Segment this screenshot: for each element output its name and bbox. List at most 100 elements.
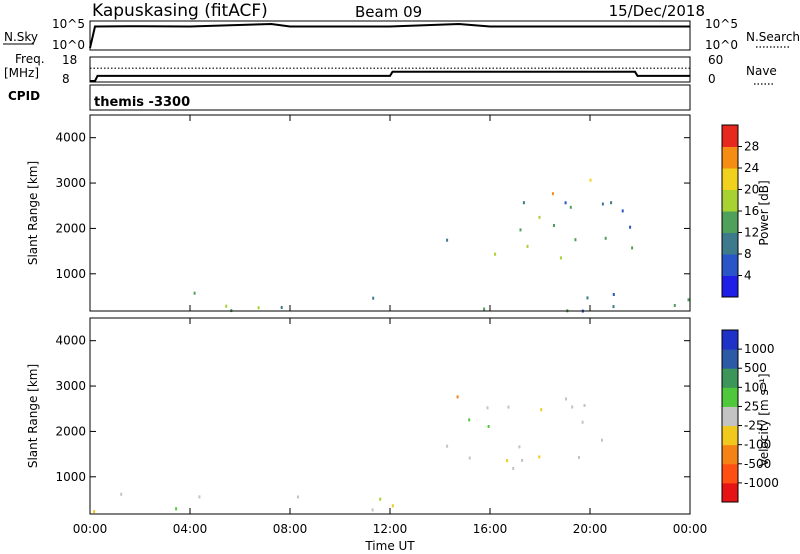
- xtick-label: 00:00: [673, 522, 708, 536]
- xtick-label: 12:00: [373, 522, 408, 536]
- velocity-point: [93, 510, 96, 514]
- freq-series: [90, 70, 690, 82]
- power-ytick-label: 4000: [55, 131, 86, 145]
- noise-panel-frame: [89, 20, 691, 51]
- velocity-colorbar: 1000 500 100 25 -25 -100 -500 -1000: [721, 329, 779, 503]
- velocity-point: [120, 492, 123, 496]
- noise-right-tick-top: 10^5: [705, 17, 738, 31]
- freq-label-2: [MHz]: [4, 66, 39, 80]
- velocity-colorbar-label: 100: [744, 380, 767, 394]
- velocity-colorbar-label: -100: [744, 438, 771, 452]
- xtick-label: 20:00: [573, 522, 608, 536]
- velocity-colorbar-segment: [722, 368, 738, 388]
- noise-left-tick-top: 10^5: [52, 17, 85, 31]
- power-scatter: [193, 178, 690, 313]
- power-colorbar-segment: [722, 232, 738, 255]
- power-point: [280, 306, 283, 309]
- velocity-colorbar-label: Velocity [m s⁻¹]: [757, 373, 771, 466]
- velocity-scatter: [93, 395, 603, 514]
- noise-search-label: N.Search: [746, 30, 800, 44]
- power-point: [483, 307, 486, 311]
- velocity-point: [507, 405, 510, 409]
- power-colorbar-segment: [722, 275, 738, 298]
- power-point: [372, 296, 375, 300]
- noise-sky-series: [89, 22, 690, 49]
- velocity-colorbar-label: 1000: [744, 342, 775, 356]
- velocity-ytick-label: 1000: [55, 470, 86, 484]
- noise-right-tick-bottom: 10^0: [705, 38, 738, 52]
- xtick-label: 08:00: [273, 522, 308, 536]
- velocity-colorbar-frame: [721, 329, 739, 503]
- velocity-point: [512, 467, 515, 470]
- power-point: [574, 238, 577, 242]
- power-point: [612, 305, 615, 309]
- velocity-colorbar-label: -500: [744, 457, 771, 471]
- velocity-colorbar-segment: [722, 425, 738, 446]
- power-point: [538, 215, 541, 219]
- velocity-point: [578, 455, 580, 459]
- velocity-point: [583, 404, 586, 407]
- velocity-point: [601, 438, 603, 442]
- power-colorbar-label: Power [dB]: [757, 180, 771, 245]
- power-point: [519, 228, 522, 232]
- power-point: [559, 256, 562, 260]
- power-point: [193, 291, 196, 295]
- power-colorbar-segment: [722, 168, 738, 190]
- velocity-colorbar-segment: [722, 349, 738, 369]
- velocity-point: [371, 508, 374, 512]
- velocity-colorbar-segment: [722, 444, 738, 465]
- freq-label-1: Freq.: [15, 52, 45, 66]
- velocity-colorbar-segment: [722, 406, 738, 427]
- velocity-point: [581, 420, 584, 424]
- freq-left-tick-bottom: 8: [62, 72, 70, 86]
- power-colorbar-label: 12: [744, 226, 759, 240]
- station-title: Kapuskasing (fitACF): [92, 1, 268, 21]
- power-point: [564, 201, 567, 205]
- velocity-ytick-label: 2000: [55, 424, 86, 438]
- power-point: [526, 244, 529, 248]
- velocity-point: [446, 444, 449, 448]
- power-point: [604, 236, 607, 240]
- power-colorbar-segment: [722, 211, 738, 233]
- xtick-label: 16:00: [473, 522, 508, 536]
- x-axis-ticks: 00:00 04:00 08:00 12:00 16:00 20:00 00:00: [73, 115, 708, 536]
- freq-right-tick-top: 60: [708, 53, 723, 67]
- power-point: [589, 178, 592, 182]
- power-colorbar-label: 28: [744, 140, 759, 154]
- velocity-panel-frame: [89, 317, 691, 515]
- power-colorbar-segment: [722, 125, 738, 147]
- power-colorbar: 28 24 20 16 12 8 4: [721, 124, 759, 298]
- power-ytick-label: 1000: [55, 267, 86, 281]
- velocity-colorbar-label: 25: [744, 399, 759, 413]
- velocity-point: [456, 395, 459, 399]
- power-colorbar-label: 16: [744, 204, 759, 218]
- nave-label: Nave: [746, 64, 777, 78]
- velocity-point: [540, 408, 543, 412]
- velocity-point: [506, 459, 509, 463]
- velocity-point: [487, 425, 490, 428]
- velocity-colorbar-label: -25: [744, 419, 764, 433]
- velocity-y-ticks: 1000 2000 3000 4000: [55, 334, 690, 484]
- noise-left-tick-bottom: 10^0: [52, 38, 85, 52]
- power-point: [687, 298, 690, 302]
- power-colorbar-segment: [722, 254, 738, 276]
- power-point: [569, 205, 572, 209]
- power-point: [601, 202, 604, 206]
- power-point: [225, 304, 228, 308]
- power-y-axis-label: Slant Range [km]: [26, 161, 40, 265]
- velocity-point: [175, 507, 178, 511]
- xtick-label: 04:00: [173, 522, 208, 536]
- power-point: [553, 224, 555, 227]
- power-point: [494, 252, 497, 256]
- date-title: 15/Dec/2018: [609, 2, 705, 20]
- power-colorbar-label: 8: [744, 247, 752, 261]
- beam-title: Beam 09: [355, 3, 422, 21]
- power-point: [522, 201, 525, 205]
- velocity-colorbar-label: -1000: [744, 476, 779, 490]
- cpid-value: themis -3300: [94, 95, 190, 110]
- velocity-point: [565, 397, 567, 401]
- power-point: [551, 192, 554, 196]
- freq-left-tick-top: 18: [62, 53, 77, 67]
- power-point: [586, 296, 589, 300]
- velocity-point: [538, 455, 541, 459]
